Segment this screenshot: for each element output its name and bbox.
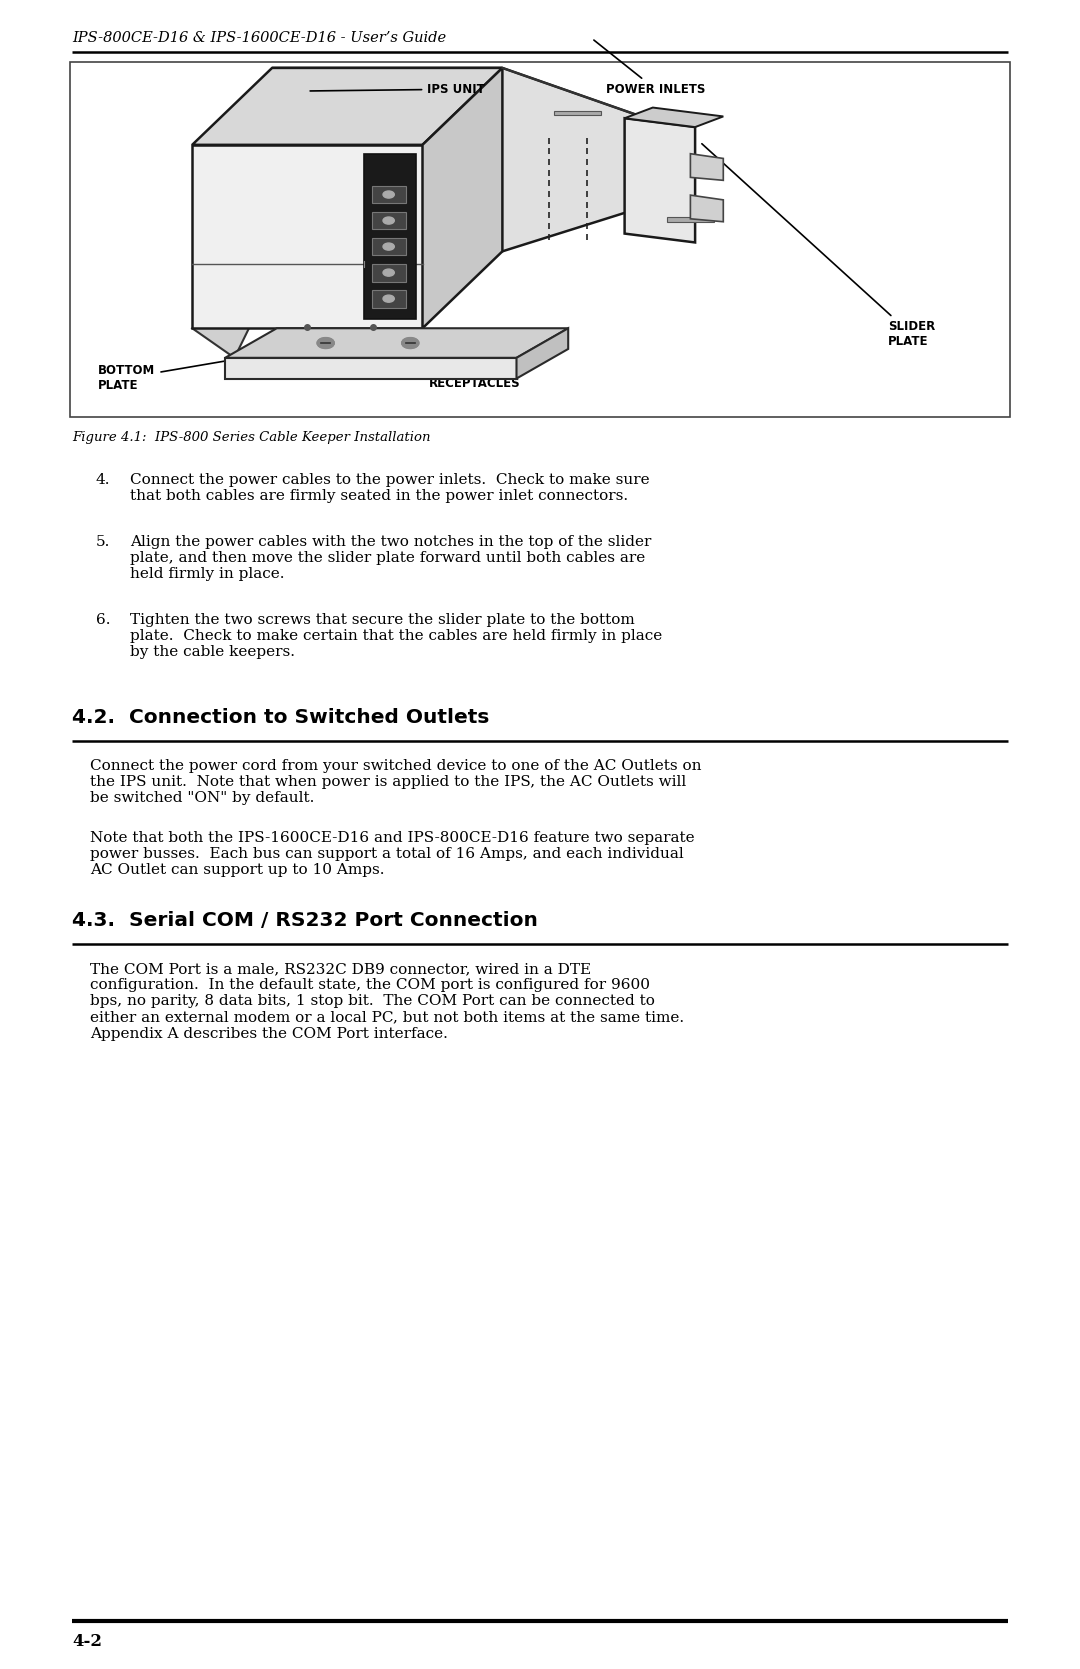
Text: SCREW
RECEPTACLES: SCREW RECEPTACLES [376, 347, 519, 391]
Polygon shape [624, 107, 724, 127]
Circle shape [578, 38, 596, 50]
Text: 4.2.  Connection to Switched Outlets: 4.2. Connection to Switched Outlets [72, 708, 489, 728]
Circle shape [402, 337, 419, 349]
Bar [225, 357, 516, 379]
Bar [372, 290, 406, 307]
Text: 6.: 6. [95, 613, 110, 628]
Text: Align the power cables with the two notches in the top of the slider
plate, and : Align the power cables with the two notc… [130, 536, 651, 581]
Circle shape [318, 337, 334, 349]
Text: 4.: 4. [95, 472, 110, 487]
Circle shape [383, 269, 394, 275]
Polygon shape [690, 154, 724, 180]
Polygon shape [690, 195, 724, 222]
Text: 4.3.  Serial COM / RS232 Port Connection: 4.3. Serial COM / RS232 Port Connection [72, 911, 538, 930]
Bar [192, 145, 422, 329]
Text: Note that both the IPS-1600CE-D16 and IPS-800CE-D16 feature two separate
power b: Note that both the IPS-1600CE-D16 and IP… [90, 831, 694, 878]
Bar [364, 154, 416, 319]
Text: BOTTOM
PLATE: BOTTOM PLATE [98, 359, 241, 392]
Polygon shape [192, 68, 502, 145]
Text: POWER INLETS: POWER INLETS [594, 40, 705, 95]
Bar [372, 185, 406, 204]
Circle shape [540, 38, 558, 50]
Text: IPS-800CE-D16 & IPS-1600CE-D16 - User’s Guide: IPS-800CE-D16 & IPS-1600CE-D16 - User’s … [72, 32, 446, 45]
Text: SLIDER
PLATE: SLIDER PLATE [702, 144, 935, 349]
Circle shape [383, 295, 394, 302]
Bar [372, 264, 406, 282]
Text: Connect the power cables to the power inlets.  Check to make sure
that both cabl: Connect the power cables to the power in… [130, 472, 650, 502]
Polygon shape [225, 329, 568, 357]
Text: 5.: 5. [96, 536, 110, 549]
Bar [554, 110, 602, 115]
Bar [667, 217, 714, 222]
Polygon shape [624, 118, 696, 242]
Polygon shape [516, 329, 568, 379]
Circle shape [383, 244, 394, 250]
Text: Tighten the two screws that secure the slider plate to the bottom
plate.  Check : Tighten the two screws that secure the s… [130, 613, 662, 659]
Bar [372, 237, 406, 255]
Text: The COM Port is a male, RS232C DB9 connector, wired in a DTE
configuration.  In : The COM Port is a male, RS232C DB9 conne… [90, 961, 684, 1041]
Polygon shape [192, 252, 272, 357]
Text: 4-2: 4-2 [72, 1632, 102, 1651]
Text: IPS UNIT: IPS UNIT [310, 83, 485, 95]
Polygon shape [422, 68, 502, 329]
Circle shape [383, 190, 394, 199]
Text: Figure 4.1:  IPS-800 Series Cable Keeper Installation: Figure 4.1: IPS-800 Series Cable Keeper … [72, 431, 431, 444]
Polygon shape [272, 68, 672, 252]
Circle shape [383, 217, 394, 224]
Bar [372, 212, 406, 229]
Text: Connect the power cord from your switched device to one of the AC Outlets on
the: Connect the power cord from your switche… [90, 759, 702, 806]
Bar [70, 62, 1010, 417]
